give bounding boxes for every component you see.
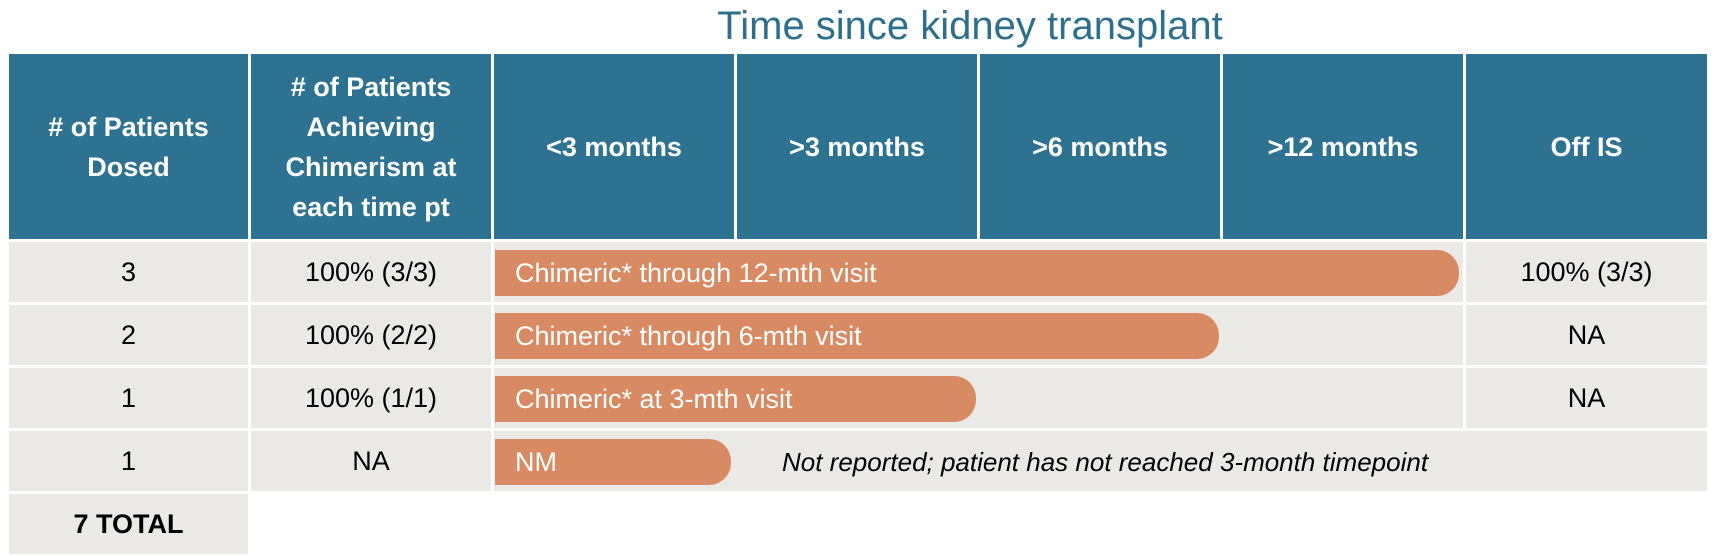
row-3-dosed: 1 [9, 368, 248, 428]
row-3-off-is: NA [1466, 368, 1707, 428]
row-4-dosed: 1 [9, 431, 248, 491]
header-dosed: # of Patients Dosed [9, 54, 248, 239]
bar-chimeric-12-month: Chimeric* through 12-mth visit [495, 250, 1459, 296]
bar-chimeric-3-month: Chimeric* at 3-mth visit [495, 376, 976, 422]
header-off-is: Off IS [1466, 54, 1707, 239]
bar-not-measured: NM [495, 439, 731, 485]
header-gt3-months: >3 months [737, 54, 977, 239]
row-2-achieving: 100% (2/2) [251, 305, 491, 365]
row-1-dosed: 3 [9, 242, 248, 302]
table-title: Time since kidney transplant [717, 4, 1223, 48]
row-1-off-is: 100% (3/3) [1466, 242, 1707, 302]
bar-chimeric-6-month: Chimeric* through 6-mth visit [495, 313, 1219, 359]
header-gt6-months: >6 months [980, 54, 1220, 239]
row-2-dosed: 2 [9, 305, 248, 365]
row-3-achieving: 100% (1/1) [251, 368, 491, 428]
total-cell: 7 TOTAL [9, 494, 248, 554]
row-4-achieving: NA [251, 431, 491, 491]
chimerism-table: # of Patients Dosed # of Patients Achiev… [9, 54, 1707, 556]
header-achieving: # of Patients Achieving Chimerism at eac… [251, 54, 491, 239]
header-gt12-months: >12 months [1223, 54, 1463, 239]
row-1-achieving: 100% (3/3) [251, 242, 491, 302]
header-lt3-months: <3 months [494, 54, 734, 239]
row-2-off-is: NA [1466, 305, 1707, 365]
not-reported-note: Not reported; patient has not reached 3-… [782, 446, 1429, 477]
